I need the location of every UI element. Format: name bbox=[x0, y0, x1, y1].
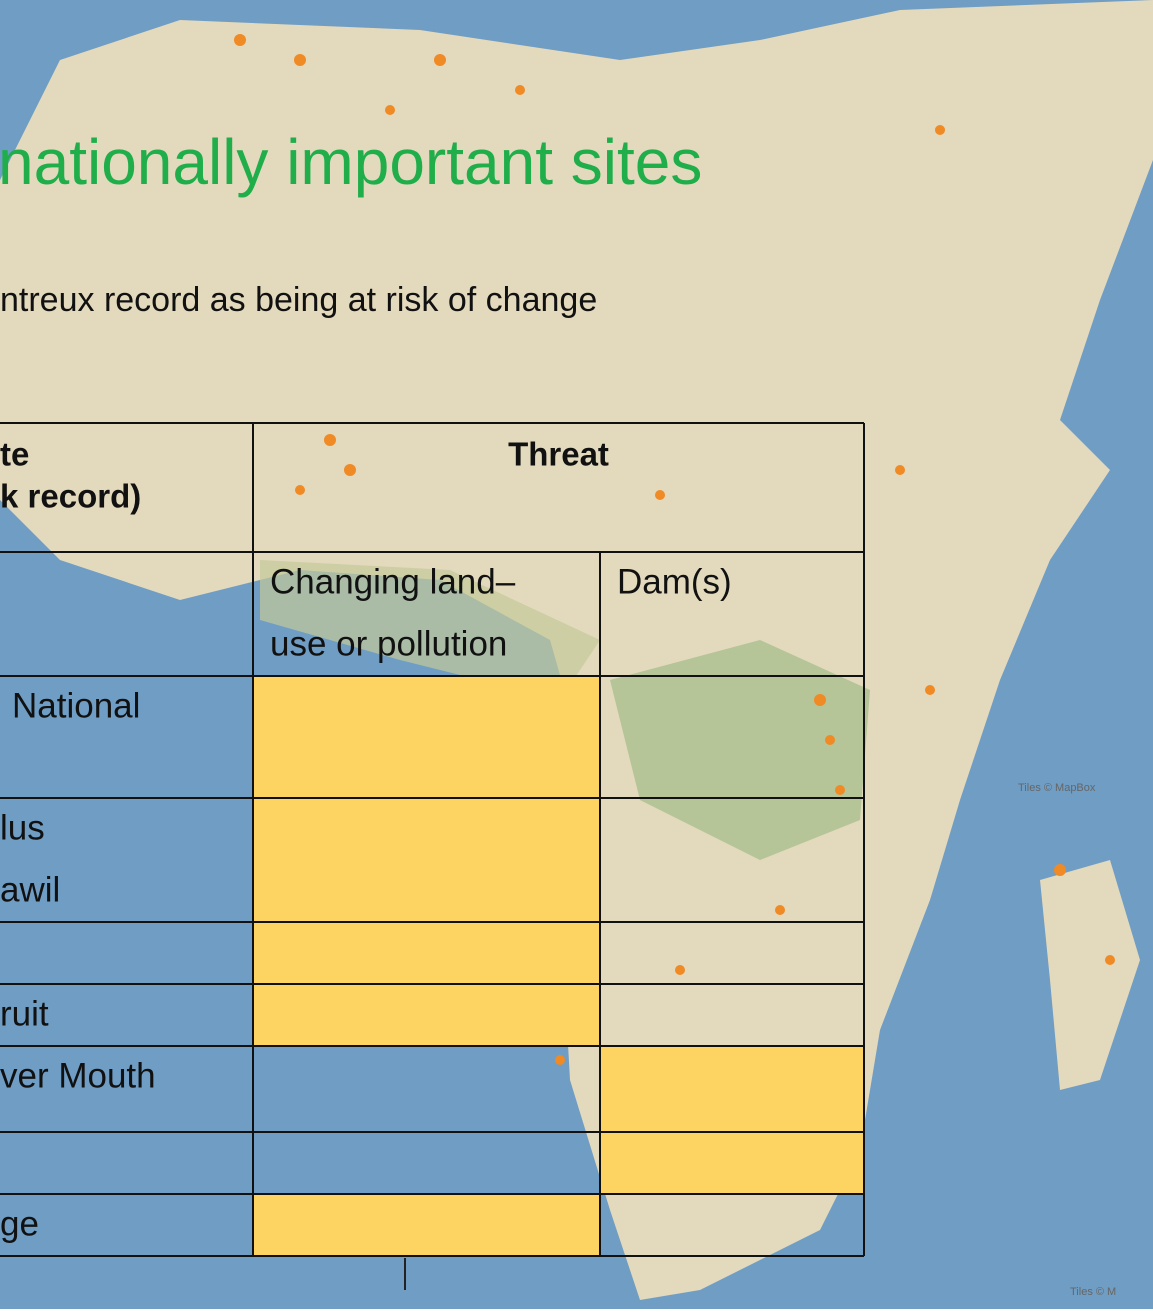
madagascar bbox=[1040, 860, 1140, 1090]
threat-cell bbox=[253, 922, 600, 984]
header-site: te bbox=[0, 436, 29, 473]
site-dots bbox=[234, 34, 1115, 1065]
threat-cell bbox=[253, 798, 600, 922]
threat-cell bbox=[253, 676, 600, 798]
site-name: lus bbox=[0, 808, 45, 847]
column-header: Dam(s) bbox=[617, 562, 732, 601]
site-name: ver Mouth bbox=[0, 1056, 156, 1095]
column-header: use or pollution bbox=[270, 624, 507, 663]
savanna bbox=[260, 560, 600, 700]
column-header: Changing land– bbox=[270, 562, 516, 601]
site-name: ruit bbox=[0, 994, 49, 1033]
attribution: Tiles © MapBox bbox=[1018, 782, 1096, 794]
header-threat: Threat bbox=[508, 436, 609, 473]
attribution: Tiles © M bbox=[1070, 1286, 1116, 1298]
threat-cell bbox=[600, 1046, 864, 1132]
forest bbox=[610, 640, 870, 860]
slide-title: nationally important sites bbox=[0, 126, 702, 198]
site-name: National bbox=[12, 686, 140, 725]
threat-cell bbox=[600, 1132, 864, 1194]
threat-cell bbox=[253, 1194, 600, 1256]
threat-cell bbox=[253, 984, 600, 1046]
site-name: ge bbox=[0, 1204, 39, 1243]
slide-subtitle: ntreux record as being at risk of change bbox=[0, 281, 597, 319]
site-name: awil bbox=[0, 870, 60, 909]
header-site: k record) bbox=[0, 478, 141, 515]
